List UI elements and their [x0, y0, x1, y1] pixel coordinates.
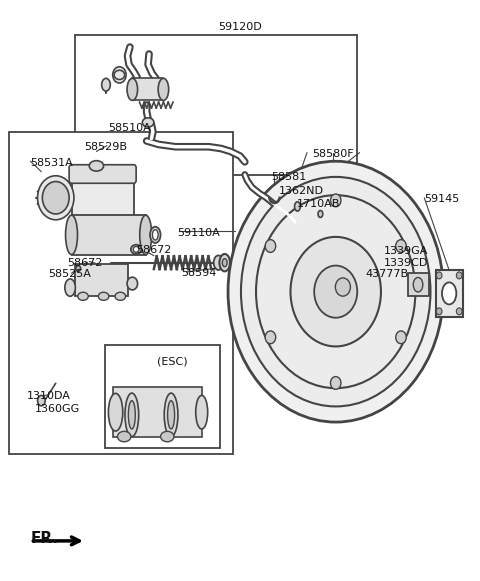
Ellipse shape — [78, 292, 88, 300]
Circle shape — [330, 376, 341, 389]
Ellipse shape — [295, 202, 300, 211]
Ellipse shape — [219, 254, 230, 271]
Circle shape — [228, 162, 444, 422]
Text: 1310DA: 1310DA — [27, 391, 71, 401]
Circle shape — [256, 195, 415, 388]
Bar — [75, 35, 357, 174]
Text: 58672: 58672 — [136, 245, 171, 255]
Text: (ESC): (ESC) — [157, 356, 187, 366]
Ellipse shape — [442, 282, 456, 304]
Text: 58510A: 58510A — [108, 123, 151, 133]
Text: 58594: 58594 — [181, 268, 217, 278]
Ellipse shape — [66, 215, 77, 254]
Ellipse shape — [140, 215, 152, 254]
Text: 59145: 59145 — [424, 194, 459, 204]
Ellipse shape — [153, 229, 158, 240]
Ellipse shape — [133, 246, 139, 252]
Text: FR.: FR. — [30, 531, 59, 546]
Ellipse shape — [76, 266, 81, 271]
Circle shape — [436, 308, 442, 315]
Circle shape — [456, 272, 462, 279]
Circle shape — [113, 67, 126, 83]
Text: 58531A: 58531A — [30, 158, 73, 168]
Ellipse shape — [131, 245, 142, 254]
Text: 59120D: 59120D — [218, 21, 262, 32]
Ellipse shape — [222, 259, 227, 267]
FancyBboxPatch shape — [69, 165, 136, 183]
Text: 58529B: 58529B — [84, 142, 128, 152]
Bar — [113, 388, 202, 436]
Circle shape — [265, 331, 276, 344]
Bar — [72, 174, 134, 216]
Ellipse shape — [98, 292, 109, 300]
Text: 1339GA: 1339GA — [384, 246, 428, 256]
Bar — [408, 273, 429, 296]
Ellipse shape — [143, 118, 154, 127]
Ellipse shape — [65, 279, 75, 296]
Text: 43777B: 43777B — [365, 269, 408, 279]
Circle shape — [396, 239, 406, 252]
Circle shape — [314, 266, 357, 318]
Ellipse shape — [196, 396, 208, 429]
Ellipse shape — [127, 277, 138, 290]
Ellipse shape — [125, 393, 139, 436]
Bar — [9, 132, 233, 454]
Circle shape — [456, 308, 462, 315]
Bar — [72, 215, 146, 254]
Bar — [75, 264, 128, 296]
Text: 1360GG: 1360GG — [35, 404, 81, 414]
Circle shape — [436, 272, 442, 279]
Ellipse shape — [37, 396, 45, 406]
Ellipse shape — [318, 210, 323, 217]
Ellipse shape — [413, 278, 423, 292]
Ellipse shape — [128, 401, 135, 429]
Circle shape — [330, 194, 341, 207]
Text: 58580F: 58580F — [312, 149, 354, 159]
Ellipse shape — [160, 431, 174, 442]
Ellipse shape — [150, 227, 160, 243]
Text: 1362ND: 1362ND — [279, 186, 324, 196]
Circle shape — [336, 278, 350, 296]
Bar — [105, 345, 220, 448]
Circle shape — [42, 181, 69, 214]
Ellipse shape — [115, 292, 126, 300]
Ellipse shape — [127, 78, 138, 101]
Text: 1710AB: 1710AB — [297, 199, 340, 209]
Circle shape — [241, 177, 431, 407]
Ellipse shape — [108, 393, 123, 431]
Text: 1339CD: 1339CD — [384, 258, 428, 268]
Circle shape — [290, 237, 381, 346]
Circle shape — [37, 175, 74, 220]
Text: 58672: 58672 — [67, 258, 102, 268]
Ellipse shape — [214, 256, 223, 270]
Text: 59110A: 59110A — [177, 228, 219, 238]
Circle shape — [396, 331, 406, 344]
Ellipse shape — [102, 78, 110, 91]
Ellipse shape — [168, 401, 175, 429]
Circle shape — [265, 239, 276, 252]
Bar — [436, 270, 463, 317]
Text: 58581: 58581 — [271, 173, 306, 182]
Ellipse shape — [118, 431, 131, 442]
Ellipse shape — [158, 78, 168, 101]
Ellipse shape — [164, 393, 178, 436]
Ellipse shape — [89, 161, 104, 171]
Text: 58525A: 58525A — [48, 269, 91, 279]
Bar — [132, 78, 163, 101]
